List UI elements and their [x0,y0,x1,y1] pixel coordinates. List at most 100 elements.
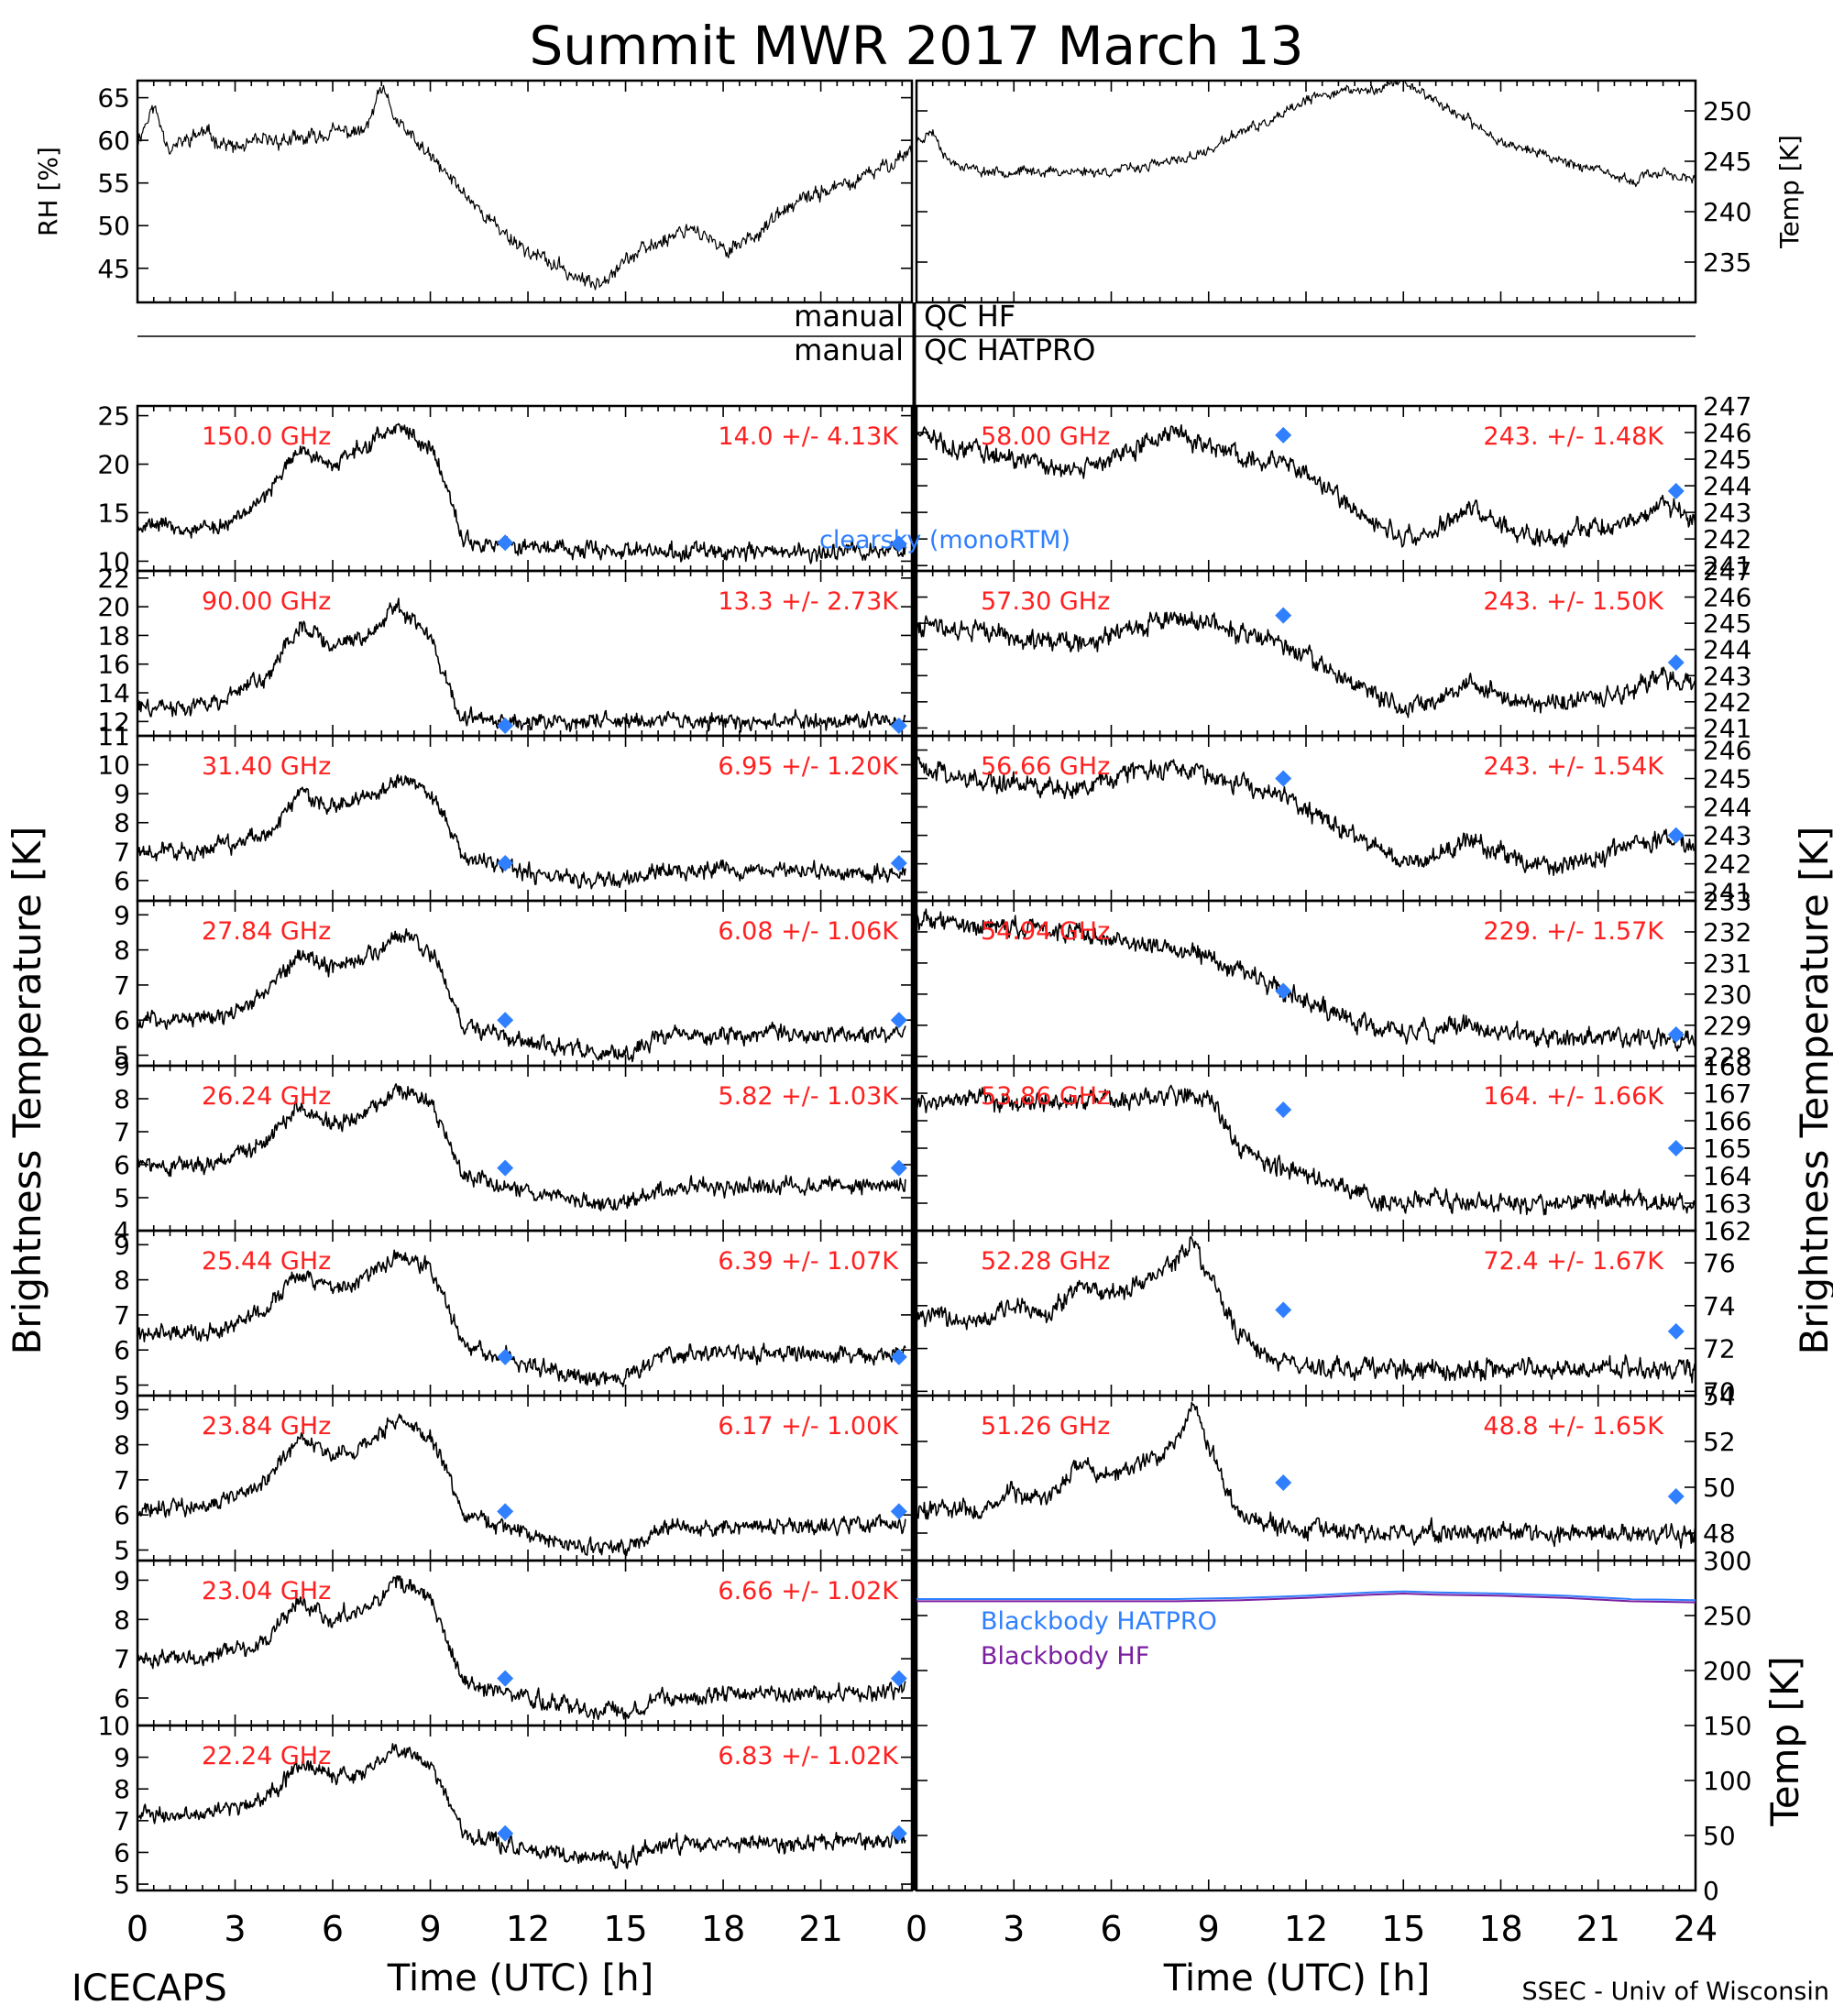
y-tick-label: 241 [1703,713,1751,743]
panel-left-0: 10 15 20 25 150.0 GHz 14.0 +/- 4.13K [97,401,914,576]
y-tick-label: 235 [1703,247,1751,278]
y-tick-label: 9 [114,1743,130,1773]
channel-stat: 243. +/- 1.50K [1483,587,1664,616]
panel-left-6: 5 6 7 8 9 23.84 GHz 6.17 +/- 1.00K [114,1394,914,1566]
model-point [890,854,907,871]
legend-clearsky-monortm: clearsky (monoRTM) [819,526,1070,554]
channel-trace [137,773,906,890]
y-tick-label: 0 [1703,1876,1719,1906]
channel-stat: 164. +/- 1.66K [1483,1082,1664,1111]
x-tick-label: 15 [603,1909,647,1949]
channel-trace [916,1084,1696,1216]
channel-trace [916,1235,1696,1384]
channel-stat: 14.0 +/- 4.13K [718,422,899,451]
y-tick-label: 8 [114,1430,130,1461]
x-tick-label: 12 [506,1909,550,1949]
y-tick-label: 243 [1703,821,1751,851]
y-tick-label: 245 [1703,444,1751,475]
temp-trace [916,80,1696,188]
y-tick-label: 243 [1703,498,1751,528]
channel-trace [137,1249,906,1387]
model-point [497,1503,514,1520]
y-tick-label: 8 [114,1605,130,1635]
blackbody-hf-line [916,1592,1696,1604]
y-tick-label: 10 [97,1711,130,1741]
model-point [890,718,907,735]
y-tick-label: 247 [1703,556,1751,586]
y-tick-label: 240 [1703,197,1751,227]
blackbody-axis-label: Temp [K] [1762,1656,1807,1827]
y-tick-label: 7 [114,1644,130,1674]
model-point [890,1159,907,1177]
x-axis-label-right: Time (UTC) [h] [1163,1957,1430,2000]
channel-frequency: 22.24 GHz [202,1742,331,1770]
y-tick-label: 6 [114,1500,130,1530]
y-tick-label: 18 [97,620,130,651]
x-tick-label: 3 [224,1909,246,1949]
channel-frequency: 51.26 GHz [981,1412,1110,1441]
y-tick-label: 22 [97,564,130,594]
y-tick-label: 150 [1703,1711,1751,1741]
footer-icecaps: ICECAPS [71,1967,227,2010]
channel-stat: 6.08 +/- 1.06K [718,917,899,946]
qc-label-hf: QC HF [924,299,1015,334]
y-tick-label: 166 [1703,1106,1751,1136]
channel-frequency: 31.40 GHz [202,752,331,781]
y-tick-label: 6 [114,1150,130,1180]
model-point [890,1824,907,1842]
model-point [890,1012,907,1029]
channel-trace [137,597,906,733]
y-tick-label: 20 [97,450,130,480]
model-point [497,1348,514,1365]
x-tick-label: 9 [1198,1909,1220,1949]
channel-frequency: 26.24 GHz [202,1082,331,1111]
y-tick-label: 7 [114,1300,130,1331]
panel-left-7: 6 7 8 9 23.04 GHz 6.66 +/- 1.02K [114,1559,914,1727]
model-point [1275,1474,1292,1491]
y-tick-label: 7 [114,970,130,1001]
y-tick-label: 7 [114,1806,130,1836]
model-point [890,535,907,553]
y-tick-label: 232 [1703,917,1751,948]
channel-frequency: 54.94 GHz [981,917,1110,946]
y-tick-label: 245 [1703,608,1751,639]
channel-stat: 243. +/- 1.48K [1483,422,1664,451]
y-tick-label: 70 [1703,1376,1736,1407]
channel-frequency: 150.0 GHz [202,422,331,451]
y-tick-label: 9 [114,1230,130,1260]
model-point [1667,1488,1685,1505]
y-tick-label: 244 [1703,471,1751,501]
x-tick-label: 24 [1674,1909,1718,1949]
channel-stat: 48.8 +/- 1.65K [1483,1412,1664,1441]
y-tick-label: 165 [1703,1134,1751,1164]
channel-trace [137,1743,906,1869]
panel-right-6: 48 50 52 54 51.26 GHz 48.8 +/- 1.65K [915,1381,1736,1562]
y-tick-label: 72 [1703,1334,1736,1364]
x-tick-label: 18 [1478,1909,1522,1949]
channel-stat: 5.82 +/- 1.03K [718,1082,899,1111]
x-tick-label: 0 [126,1909,148,1949]
model-point [1667,1026,1685,1044]
qc-label-manual-hatpro: manual [794,333,904,367]
y-tick-label: 229 [1703,1011,1751,1041]
y-axis-label-right: Brightness Temperature [K] [1792,827,1833,1355]
channel-trace [916,908,1696,1052]
model-point [890,1348,907,1365]
model-point [1667,827,1685,844]
rh-axis-label: RH [%] [33,147,63,236]
y-tick-label: 10 [97,546,130,576]
model-point [497,1012,514,1029]
panel-left-5: 5 6 7 8 9 25.44 GHz 6.39 +/- 1.07K [114,1229,914,1401]
y-tick-label: 242 [1703,524,1751,554]
channel-trace [137,1413,906,1557]
model-point [1275,770,1292,787]
model-point [1275,607,1292,624]
model-point [497,1824,514,1842]
x-tick-label: 9 [419,1909,441,1949]
y-tick-label: 14 [97,678,130,708]
x-tick-label: 0 [906,1909,927,1949]
y-tick-label: 4 [114,1216,130,1246]
